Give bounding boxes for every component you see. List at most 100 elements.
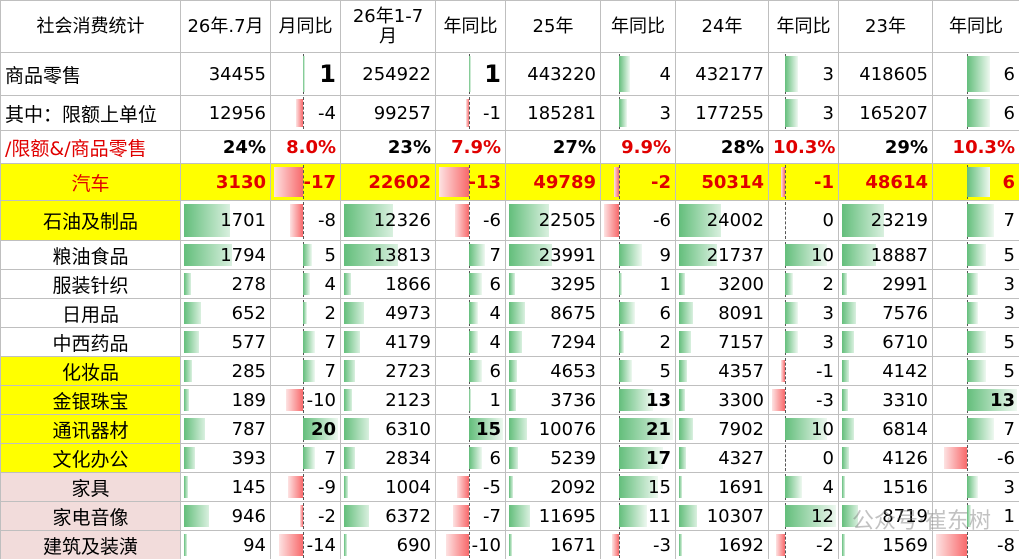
yoy-text: 4 <box>489 331 501 353</box>
yoy-cell: 15 <box>600 472 676 502</box>
value-cell: 3200 <box>675 269 769 299</box>
value-text: 27% <box>552 136 596 158</box>
yoy-cell: 10 <box>768 414 839 444</box>
value-cell: 1569 <box>838 530 933 559</box>
value-cell: 787 <box>180 414 271 444</box>
yoy-text: 15 <box>648 476 671 498</box>
yoy-cell: 9 <box>600 240 676 270</box>
data-bar <box>784 418 828 440</box>
value-cell: 12956 <box>180 95 271 131</box>
yoy-text: -10 <box>306 389 336 411</box>
value-cell: 24002 <box>675 200 769 241</box>
yoy-text: 3 <box>822 302 834 324</box>
yoy-text: 5 <box>324 244 336 266</box>
yoy-cell: 4 <box>435 327 506 357</box>
data-bar <box>966 56 990 92</box>
value-cell: 3130 <box>180 163 271 201</box>
value-cell: 1004 <box>340 472 436 502</box>
data-bar <box>184 360 192 382</box>
yoy-cell: 1 <box>600 269 676 299</box>
data-bar <box>303 244 313 266</box>
yoy-cell: 11 <box>600 501 676 531</box>
yoy-text: -9 <box>318 476 336 498</box>
row-label: 金银珠宝 <box>0 385 181 415</box>
table-row: 服装针织 278 4 1866 6 3295 1 3200 2 2991 3 <box>0 269 1019 299</box>
bar-axis <box>619 202 621 239</box>
data-bar <box>784 302 798 324</box>
data-bar <box>468 418 503 440</box>
value-cell: 6310 <box>340 414 436 444</box>
bar-axis <box>784 445 786 471</box>
data-bar <box>679 204 721 237</box>
value-text: 7902 <box>718 418 764 440</box>
data-bar <box>842 331 855 353</box>
value-text: 4126 <box>882 447 928 469</box>
header-cell: 年同比 <box>600 0 676 53</box>
bar-axis <box>468 503 470 529</box>
table-row: 日用品 652 2 4973 4 8675 6 8091 3 7576 3 <box>0 298 1019 328</box>
value-text: 13813 <box>373 244 431 266</box>
data-bar <box>184 476 188 498</box>
row-label: 建筑及装潢 <box>0 530 181 559</box>
value-text: 278 <box>231 273 266 295</box>
value-text: 18887 <box>870 244 928 266</box>
value-text: 50314 <box>701 171 764 193</box>
data-bar <box>509 389 516 411</box>
yoy-cell: 7 <box>435 240 506 270</box>
data-bar <box>966 99 990 127</box>
yoy-text: -13 <box>468 171 501 193</box>
value-text: 24% <box>222 136 266 158</box>
data-bar <box>509 331 523 353</box>
yoy-text: 1 <box>489 389 501 411</box>
data-bar <box>344 505 370 527</box>
bar-axis <box>303 165 305 199</box>
header-cell: 月同比 <box>270 0 341 53</box>
value-cell: 285 <box>180 356 271 386</box>
yoy-text: -2 <box>318 505 336 527</box>
value-text: 4142 <box>882 360 928 382</box>
data-bar <box>966 204 994 237</box>
data-bar <box>286 389 304 411</box>
data-bar <box>344 331 361 353</box>
value-text: 4357 <box>718 360 764 382</box>
data-bar <box>619 389 653 411</box>
yoy-cell: 7 <box>932 414 1019 444</box>
data-bar <box>966 505 971 527</box>
value-cell: 577 <box>180 327 271 357</box>
data-bar <box>614 167 620 197</box>
value-text: 8675 <box>550 302 596 324</box>
yoy-cell: -2 <box>768 530 839 559</box>
value-cell: 23219 <box>838 200 933 241</box>
value-cell: 34455 <box>180 52 271 96</box>
data-bar <box>784 56 798 92</box>
data-bar <box>468 56 471 92</box>
table-row: 建筑及装潢 94 -14 690 -10 1671 -3 1692 -2 1569 -8 <box>0 530 1019 559</box>
value-cell: 7157 <box>675 327 769 357</box>
row-label: /限额&/商品零售 <box>0 130 181 164</box>
value-text: 4653 <box>550 360 596 382</box>
value-text: 1004 <box>385 476 431 498</box>
bar-axis <box>303 97 305 129</box>
data-bar <box>679 418 693 440</box>
data-bar <box>679 244 717 266</box>
value-text: 165207 <box>859 102 928 124</box>
row-label: 其中：限额上单位 <box>0 95 181 131</box>
yoy-text: 17 <box>645 447 671 469</box>
data-bar <box>619 476 658 498</box>
data-bar <box>966 418 994 440</box>
yoy-text: 3 <box>822 63 834 85</box>
header-cell: 年同比 <box>932 0 1019 53</box>
yoy-cell: 6 <box>435 269 506 299</box>
value-text: 1671 <box>550 534 596 556</box>
yoy-text: 15 <box>475 418 501 440</box>
yoy-cell: 4 <box>600 52 676 96</box>
yoy-text: 3 <box>659 102 671 124</box>
yoy-cell: -6 <box>435 200 506 241</box>
bar-axis <box>303 474 305 500</box>
yoy-cell: -10 <box>270 385 341 415</box>
data-bar <box>842 273 848 295</box>
value-cell: 177255 <box>675 95 769 131</box>
value-text: 787 <box>231 418 266 440</box>
yoy-text: 0 <box>822 210 834 231</box>
yoy-cell: -1 <box>435 95 506 131</box>
